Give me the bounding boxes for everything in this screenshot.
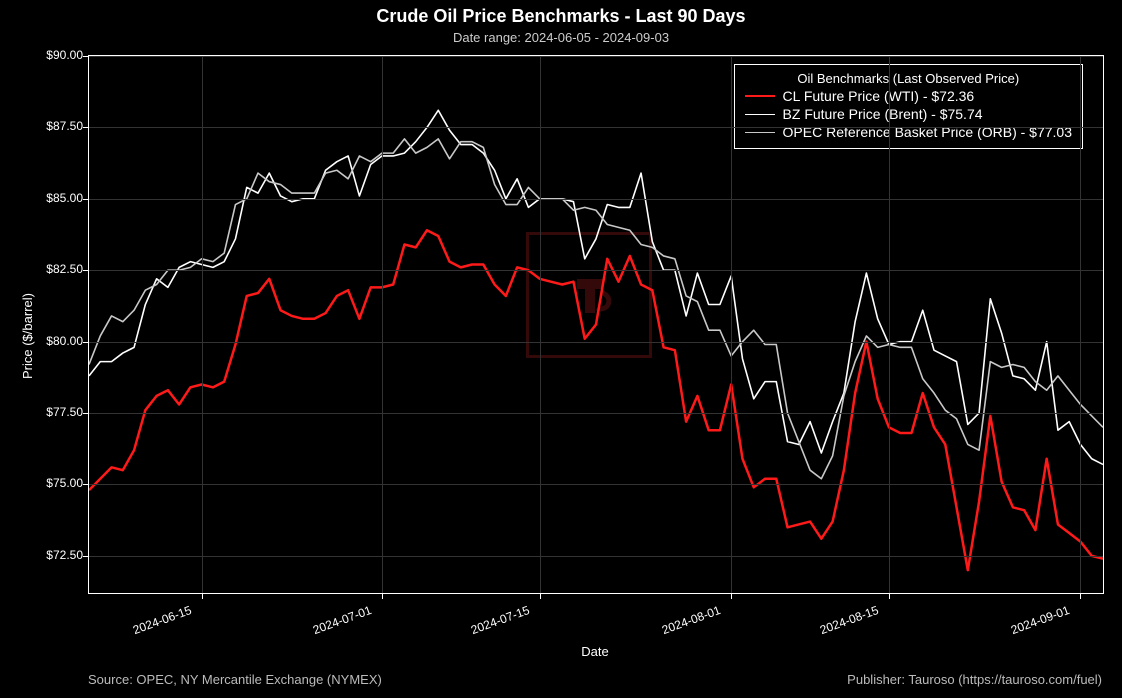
legend-swatch	[745, 132, 775, 133]
xtick-label: 2024-06-15	[131, 603, 193, 637]
plot-area: Oil Benchmarks (Last Observed Price) CL …	[88, 55, 1104, 594]
gridline-vertical	[889, 56, 890, 593]
legend-item: OPEC Reference Basket Price (ORB) - $77.…	[745, 124, 1072, 140]
xtick	[889, 593, 890, 599]
gridline-horizontal	[89, 56, 1103, 57]
xtick-label: 2024-08-01	[660, 603, 722, 637]
footer-publisher: Publisher: Tauroso (https://tauroso.com/…	[847, 672, 1102, 687]
legend-box: Oil Benchmarks (Last Observed Price) CL …	[734, 64, 1083, 149]
legend-item: BZ Future Price (Brent) - $75.74	[745, 106, 1072, 122]
legend-item: CL Future Price (WTI) - $72.36	[745, 88, 1072, 104]
xtick	[382, 593, 383, 599]
chart-subtitle: Date range: 2024-06-05 - 2024-09-03	[0, 30, 1122, 45]
ytick-label: $85.00	[28, 191, 83, 205]
ytick	[83, 342, 89, 343]
x-axis-label: Date	[88, 644, 1102, 659]
gridline-vertical	[1080, 56, 1081, 593]
xtick	[540, 593, 541, 599]
ytick-label: $90.00	[28, 48, 83, 62]
xtick	[202, 593, 203, 599]
series-line-orb	[89, 139, 1103, 479]
xtick-label: 2024-08-15	[818, 603, 880, 637]
gridline-vertical	[382, 56, 383, 593]
ytick	[83, 484, 89, 485]
xtick-label: 2024-07-01	[311, 603, 373, 637]
ytick-label: $87.50	[28, 119, 83, 133]
gridline-horizontal	[89, 556, 1103, 557]
series-line-brent	[89, 110, 1103, 464]
ytick	[83, 413, 89, 414]
ytick-label: $82.50	[28, 262, 83, 276]
ytick-label: $80.00	[28, 334, 83, 348]
ytick-label: $77.50	[28, 405, 83, 419]
gridline-horizontal	[89, 484, 1103, 485]
gridline-horizontal	[89, 127, 1103, 128]
xtick	[731, 593, 732, 599]
xtick	[1080, 593, 1081, 599]
legend-title: Oil Benchmarks (Last Observed Price)	[745, 71, 1072, 86]
xtick-label: 2024-07-15	[469, 603, 531, 637]
legend-swatch	[745, 114, 775, 115]
gridline-horizontal	[89, 413, 1103, 414]
gridline-vertical	[731, 56, 732, 593]
gridline-vertical	[202, 56, 203, 593]
chart-title: Crude Oil Price Benchmarks - Last 90 Day…	[0, 6, 1122, 27]
footer-source: Source: OPEC, NY Mercantile Exchange (NY…	[88, 672, 382, 687]
gridline-horizontal	[89, 270, 1103, 271]
ytick	[83, 199, 89, 200]
legend-label: CL Future Price (WTI) - $72.36	[783, 88, 975, 104]
series-line-wti	[89, 230, 1103, 570]
ytick-label: $72.50	[28, 548, 83, 562]
legend-label: OPEC Reference Basket Price (ORB) - $77.…	[783, 124, 1072, 140]
ytick	[83, 270, 89, 271]
gridline-vertical	[540, 56, 541, 593]
legend-swatch	[745, 95, 775, 97]
legend-label: BZ Future Price (Brent) - $75.74	[783, 106, 983, 122]
gridline-horizontal	[89, 199, 1103, 200]
xtick-label: 2024-09-01	[1009, 603, 1071, 637]
chart-root: Crude Oil Price Benchmarks - Last 90 Day…	[0, 0, 1122, 698]
gridline-horizontal	[89, 342, 1103, 343]
ytick	[83, 56, 89, 57]
ytick	[83, 127, 89, 128]
ytick-label: $75.00	[28, 476, 83, 490]
ytick	[83, 556, 89, 557]
